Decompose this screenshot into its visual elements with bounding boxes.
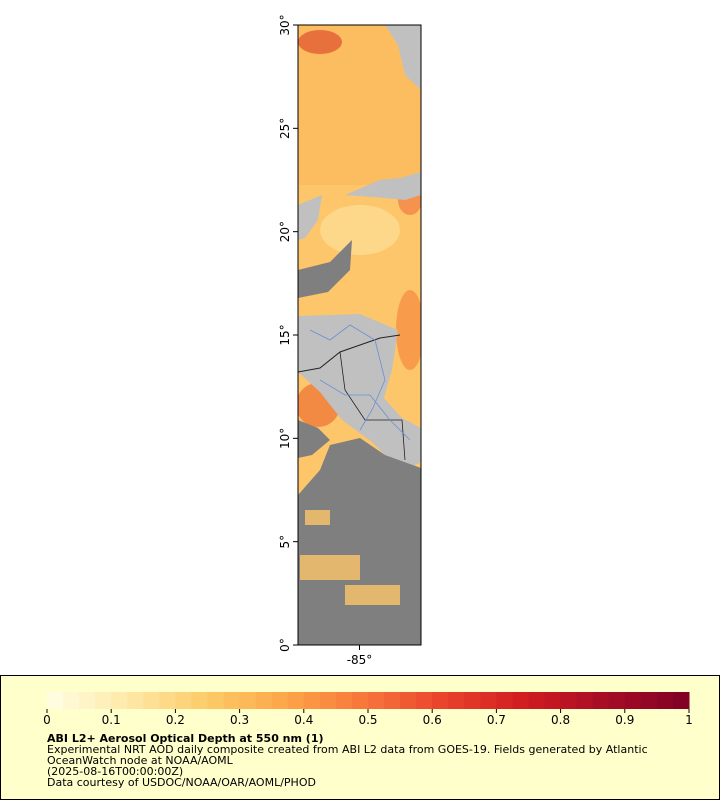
colorbar-segment <box>319 692 337 709</box>
legend-line: Experimental NRT AOD daily composite cre… <box>47 743 648 756</box>
colorbar-segment <box>287 692 305 709</box>
lon-tick-label: -85° <box>347 653 373 667</box>
colorbar-segment <box>223 692 241 709</box>
lat-tick-label: 25° <box>278 118 292 139</box>
colorbar-tick-label: 0.8 <box>551 713 570 727</box>
colorbar-tick-label: 0 <box>43 713 51 727</box>
colorbar-segment <box>175 692 192 709</box>
colorbar-segment <box>368 692 385 709</box>
legend-line: (2025-08-16T00:00:00Z) <box>47 765 183 778</box>
colorbar-tick-label: 0.3 <box>230 713 249 727</box>
colorbar-segment <box>95 692 112 709</box>
colorbar-segment <box>416 692 433 709</box>
colorbar-segment <box>271 692 289 709</box>
map-area <box>298 25 421 645</box>
land <box>385 25 421 90</box>
colorbar-segment <box>255 692 273 709</box>
legend-title: ABI L2+ Aerosol Optical Depth at 550 nm … <box>47 732 324 745</box>
colorbar-tick-label: 1 <box>685 713 693 727</box>
colorbar-segment <box>672 692 690 709</box>
colorbar-segment <box>432 692 449 709</box>
colorbar-segment <box>63 692 80 709</box>
aod-hotspot <box>396 290 421 370</box>
colorbar-segment <box>207 692 225 709</box>
colorbar-segment <box>448 692 465 709</box>
colorbar-tick-label: 0.1 <box>102 713 121 727</box>
land <box>298 195 322 240</box>
aod-field <box>320 205 400 255</box>
land <box>345 172 421 200</box>
river <box>309 324 386 431</box>
colorbar-segment <box>480 692 497 709</box>
colorbar-segment <box>624 692 642 709</box>
colorbar-segment <box>544 692 562 709</box>
colorbar-segment <box>512 692 529 709</box>
colorbar-segment <box>528 692 546 709</box>
legend-line: OceanWatch node at NOAA/AOML <box>47 754 234 767</box>
lat-tick-label: 20° <box>278 221 292 242</box>
river <box>319 379 411 441</box>
colorbar-segment <box>496 692 513 709</box>
aod-hotspot <box>298 30 342 54</box>
colorbar-segment <box>384 692 401 709</box>
colorbar-segment <box>608 692 626 709</box>
aod-field <box>300 555 360 580</box>
land <box>298 314 421 472</box>
no-data <box>298 420 330 458</box>
border <box>298 334 401 373</box>
colorbar-segment <box>191 692 208 709</box>
aod-field <box>305 510 330 525</box>
no-data <box>298 240 352 298</box>
lat-tick-label: 0° <box>278 638 292 652</box>
colorbar-segment <box>47 692 64 709</box>
colorbar-segment <box>576 692 594 709</box>
colorbar-segment <box>127 692 144 709</box>
colorbar-tick-label: 0.7 <box>487 713 506 727</box>
colorbar-tick-label: 0.2 <box>166 713 185 727</box>
lat-tick-label: 10° <box>278 428 292 449</box>
colorbar-segment <box>303 692 321 709</box>
colorbar-segment <box>159 692 176 709</box>
legend-line: Data courtesy of USDOC/NOAA/OAR/AOML/PHO… <box>47 776 316 789</box>
colorbar-segment <box>560 692 578 709</box>
colorbar-tick-label: 0.9 <box>615 713 634 727</box>
colorbar-segment <box>79 692 96 709</box>
colorbar-segment <box>239 692 257 709</box>
colorbar-segment <box>400 692 417 709</box>
lat-tick-label: 30° <box>278 14 292 35</box>
colorbar-tick-label: 0.6 <box>423 713 442 727</box>
aod-field <box>345 585 400 605</box>
lat-tick-label: 15° <box>278 324 292 345</box>
colorbar-segment <box>592 692 610 709</box>
lat-tick-label: 5° <box>278 535 292 549</box>
colorbar-segment <box>656 692 674 709</box>
colorbar-segment <box>111 692 128 709</box>
colorbar-segment <box>351 692 369 709</box>
colorbar-segment <box>143 692 160 709</box>
colorbar-segment <box>464 692 481 709</box>
colorbar-segment <box>335 692 353 709</box>
colorbar-tick-label: 0.4 <box>294 713 313 727</box>
colorbar-segment <box>640 692 658 709</box>
colorbar-tick-label: 0.5 <box>358 713 377 727</box>
